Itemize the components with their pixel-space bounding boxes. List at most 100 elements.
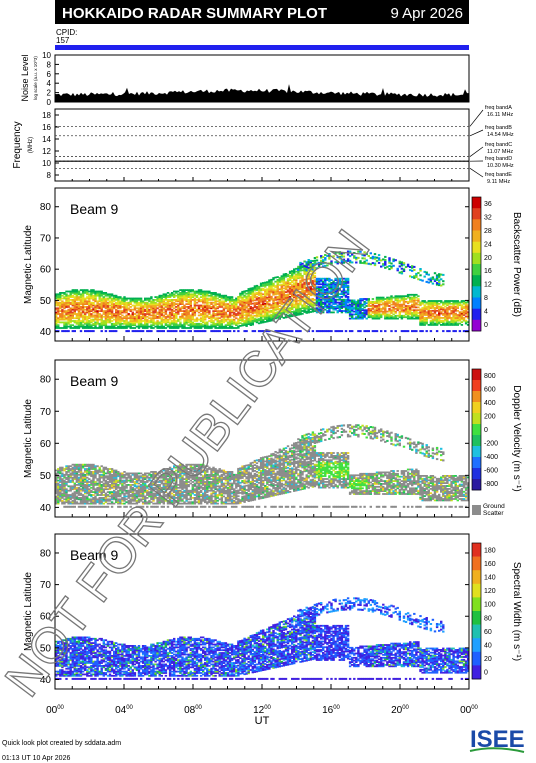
scatter-cell	[390, 298, 393, 300]
scatter-cell	[315, 267, 319, 270]
scatter-cell	[61, 314, 64, 317]
scatter-cell	[251, 288, 254, 291]
scatter-cell	[150, 325, 153, 328]
scatter-cell	[158, 308, 161, 311]
scatter-cell	[442, 322, 445, 325]
scatter-cell	[104, 297, 108, 300]
scatter-cell	[94, 469, 97, 472]
scatter-cell	[75, 292, 79, 294]
scatter-cell	[94, 476, 97, 479]
scatter-cell	[164, 317, 168, 320]
scatter-cell	[257, 312, 261, 315]
scatter-cell	[286, 296, 290, 299]
scatter-cell	[59, 499, 62, 502]
scatter-cell	[332, 298, 335, 301]
scatter-cell	[435, 275, 439, 278]
scatter-cell	[228, 325, 232, 328]
scatter-cell	[90, 486, 93, 489]
scatter-cell	[65, 293, 68, 296]
scatter-cell	[108, 307, 112, 310]
scatter-cell	[81, 304, 85, 307]
scatter-cell	[462, 317, 466, 319]
scatter-cell	[156, 311, 159, 314]
scatter-cell	[90, 293, 93, 296]
scatter-cell	[295, 300, 298, 302]
scatter-cell	[251, 287, 254, 289]
scatter-cell	[117, 499, 120, 502]
scatter-cell	[295, 314, 298, 317]
scatter-cell	[293, 282, 296, 285]
scatter-cell	[433, 315, 437, 318]
scatter-cell	[189, 301, 192, 304]
scatter-cell	[305, 276, 308, 279]
scatter-cell	[429, 300, 433, 302]
scatter-cell	[88, 324, 91, 327]
scatter-cell	[239, 309, 242, 312]
scatter-cell	[55, 317, 58, 320]
scatter-cell	[425, 301, 428, 304]
scatter-cell	[293, 295, 296, 297]
scatter-cell	[448, 307, 451, 309]
scatter-cell	[55, 311, 58, 314]
frequency-band-value: 14.54 MHz	[487, 132, 514, 138]
scatter-cell	[226, 314, 230, 317]
scatter-cell	[187, 317, 190, 320]
scatter-cell	[61, 330, 64, 333]
scatter-cell	[255, 303, 259, 305]
scatter-cell	[181, 294, 184, 297]
scatter-cell	[456, 315, 459, 318]
scatter-cell	[224, 296, 228, 298]
scatter-cell	[421, 308, 424, 311]
scatter-cell	[137, 314, 141, 317]
scatter-cell	[63, 327, 66, 329]
frequency-band-value: 10.30 MHz	[487, 163, 514, 169]
scatter-cell	[423, 307, 426, 309]
scatter-cell	[94, 290, 97, 293]
scatter-cell	[427, 278, 430, 281]
scatter-cell	[119, 310, 122, 312]
scatter-cell	[158, 321, 161, 324]
scatter-cell	[257, 308, 261, 311]
scatter-cell	[462, 301, 466, 304]
scatter-cell	[129, 318, 132, 321]
scatter-cell	[73, 502, 76, 505]
scatter-cell	[119, 311, 122, 314]
plot-title: HOKKAIDO RADAR SUMMARY PLOT	[62, 5, 327, 22]
scatter-cell	[92, 311, 95, 314]
scatter-cell	[113, 324, 116, 327]
scatter-cell	[212, 330, 215, 333]
scatter-cell	[75, 491, 79, 493]
scatter-cell	[197, 314, 201, 317]
scatter-cell	[96, 501, 99, 504]
scatter-cell	[73, 317, 76, 320]
scatter-cell	[272, 288, 275, 291]
scatter-cell	[262, 297, 265, 300]
scatter-cell	[344, 277, 348, 280]
scatter-cell	[400, 295, 404, 298]
scatter-cell	[359, 330, 362, 333]
scatter-cell	[125, 307, 128, 310]
scatter-cell	[164, 315, 168, 318]
scatter-cell	[305, 262, 308, 265]
scatter-cell	[57, 491, 60, 493]
scatter-cell	[346, 291, 350, 294]
scatter-cell	[299, 268, 302, 271]
scatter-cell	[179, 322, 182, 325]
scatter-cell	[212, 306, 215, 308]
scatter-cell	[104, 327, 108, 329]
scatter-cell	[332, 282, 335, 284]
scatter-cell	[338, 308, 341, 311]
scatter-cell	[454, 324, 457, 326]
scatter-cell	[392, 296, 395, 299]
scatter-cell	[81, 303, 85, 305]
scatter-cell	[90, 499, 93, 502]
scatter-cell	[175, 322, 178, 325]
scatter-cell	[69, 327, 72, 329]
scatter-cell	[57, 318, 60, 321]
scatter-cell	[311, 309, 315, 312]
scatter-cell	[435, 283, 439, 286]
scatter-cell	[336, 311, 339, 314]
scatter-cell	[86, 301, 89, 304]
scatter-cell	[433, 317, 437, 319]
scatter-cell	[340, 304, 344, 307]
